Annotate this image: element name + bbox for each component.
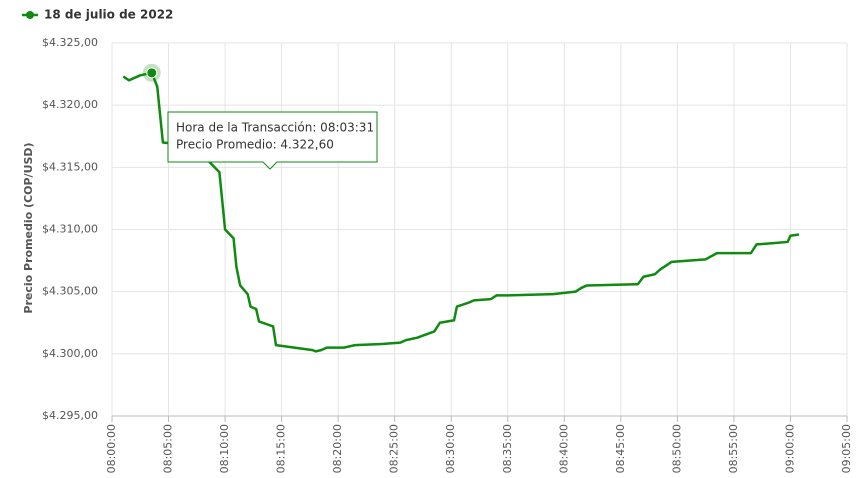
- x-tick-label: 09:00:00: [783, 424, 796, 473]
- x-tick-label: 08:45:00: [614, 424, 627, 473]
- tooltip-box: [167, 111, 378, 170]
- y-tick-label: $4.295,00: [42, 409, 98, 422]
- x-tick-label: 08:20:00: [331, 424, 344, 473]
- hover-marker: [146, 67, 158, 79]
- x-tick-label: 08:35:00: [501, 424, 514, 473]
- y-tick-label: $4.320,00: [42, 98, 98, 111]
- x-tick-label: 08:05:00: [162, 424, 175, 473]
- y-axis-title: Precio Promedio (COP/USD): [22, 142, 35, 313]
- legend: 18 de julio de 2022: [22, 8, 173, 22]
- y-tick-label: $4.300,00: [42, 347, 98, 360]
- tooltip-text: Hora de la Transacción: 08:03:31: [176, 121, 374, 135]
- x-tick-label: 08:55:00: [727, 424, 740, 473]
- y-tick-label: $4.325,00: [42, 36, 98, 49]
- x-tick-label: 09:05:00: [840, 424, 853, 473]
- legend-label: 18 de julio de 2022: [44, 8, 173, 22]
- x-tick-label: 08:00:00: [105, 424, 118, 473]
- x-tick-label: 08:50:00: [670, 424, 683, 473]
- x-tick-label: 08:25:00: [388, 424, 401, 473]
- x-tick-label: 08:40:00: [557, 424, 570, 473]
- x-tick-label: 08:10:00: [218, 424, 231, 473]
- line: [122, 71, 800, 353]
- legend-marker: [26, 11, 34, 19]
- y-tick-label: $4.310,00: [42, 223, 98, 236]
- x-tick-label: 08:30:00: [444, 424, 457, 473]
- x-tick-label: 08:15:00: [275, 424, 288, 473]
- tooltip-text: Precio Promedio: 4.322,60: [176, 138, 334, 152]
- y-tick-label: $4.305,00: [42, 285, 98, 298]
- y-tick-label: $4.315,00: [42, 160, 98, 173]
